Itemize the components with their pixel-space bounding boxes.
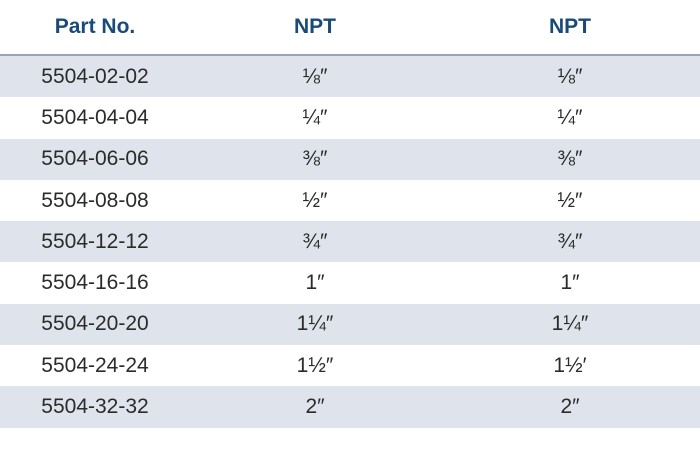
table-row: 5504-04-04 ¼″ ¼″: [0, 97, 700, 138]
table-row: 5504-12-12 ¾″ ¾″: [0, 221, 700, 263]
npt-cell: ⅛″: [557, 64, 583, 88]
npt-cell: ⅛″: [302, 64, 328, 88]
table-row: 5504-16-16 1″ 1″: [0, 262, 700, 303]
npt-cell: 2″: [305, 395, 325, 419]
npt-cell: 2″: [560, 395, 580, 419]
table-row: 5504-06-06 ⅜″ ⅜″: [0, 138, 700, 180]
table-row: 5504-24-24 1½″ 1½′: [0, 345, 700, 386]
parts-table: Part No. NPT NPT 5504-02-02 ⅛″ ⅛″ 5504-0…: [0, 0, 700, 428]
npt-cell: ⅜″: [302, 147, 328, 171]
npt-cell: 1″: [305, 271, 325, 295]
part-number-cell: 5504-20-20: [41, 312, 149, 336]
header-npt-2: NPT: [549, 15, 591, 38]
npt-cell: 1½″: [296, 353, 334, 377]
part-number-cell: 5504-32-32: [41, 395, 149, 419]
part-number-cell: 5504-16-16: [41, 271, 149, 295]
npt-cell: ¼″: [302, 105, 328, 129]
npt-cell: ⅜″: [557, 147, 583, 171]
part-number-cell: 5504-02-02: [41, 64, 149, 88]
part-number-cell: 5504-04-04: [41, 105, 149, 129]
part-number-cell: 5504-08-08: [41, 188, 149, 212]
table-row: 5504-32-32 2″ 2″: [0, 386, 700, 428]
npt-cell: 1½′: [553, 353, 587, 377]
header-part-no: Part No.: [54, 15, 136, 38]
npt-cell: ¾″: [557, 229, 583, 253]
part-number-cell: 5504-06-06: [41, 147, 149, 171]
table-row: 5504-02-02 ⅛″ ⅛″: [0, 56, 700, 98]
table-header: Part No. NPT NPT: [0, 0, 700, 56]
npt-cell: 1″: [560, 271, 580, 295]
part-number-cell: 5504-24-24: [41, 353, 149, 377]
table-row: 5504-08-08 ½″ ½″: [0, 180, 700, 221]
npt-cell: ½″: [302, 188, 328, 212]
npt-cell: ¼″: [557, 105, 583, 129]
npt-cell: ¾″: [302, 229, 328, 253]
header-npt-1: NPT: [294, 15, 336, 38]
npt-cell: 1¼″: [551, 312, 589, 336]
table-row: 5504-20-20 1¼″ 1¼″: [0, 303, 700, 346]
npt-cell: 1¼″: [296, 312, 334, 336]
npt-cell: ½″: [557, 188, 583, 212]
part-number-cell: 5504-12-12: [41, 229, 149, 253]
